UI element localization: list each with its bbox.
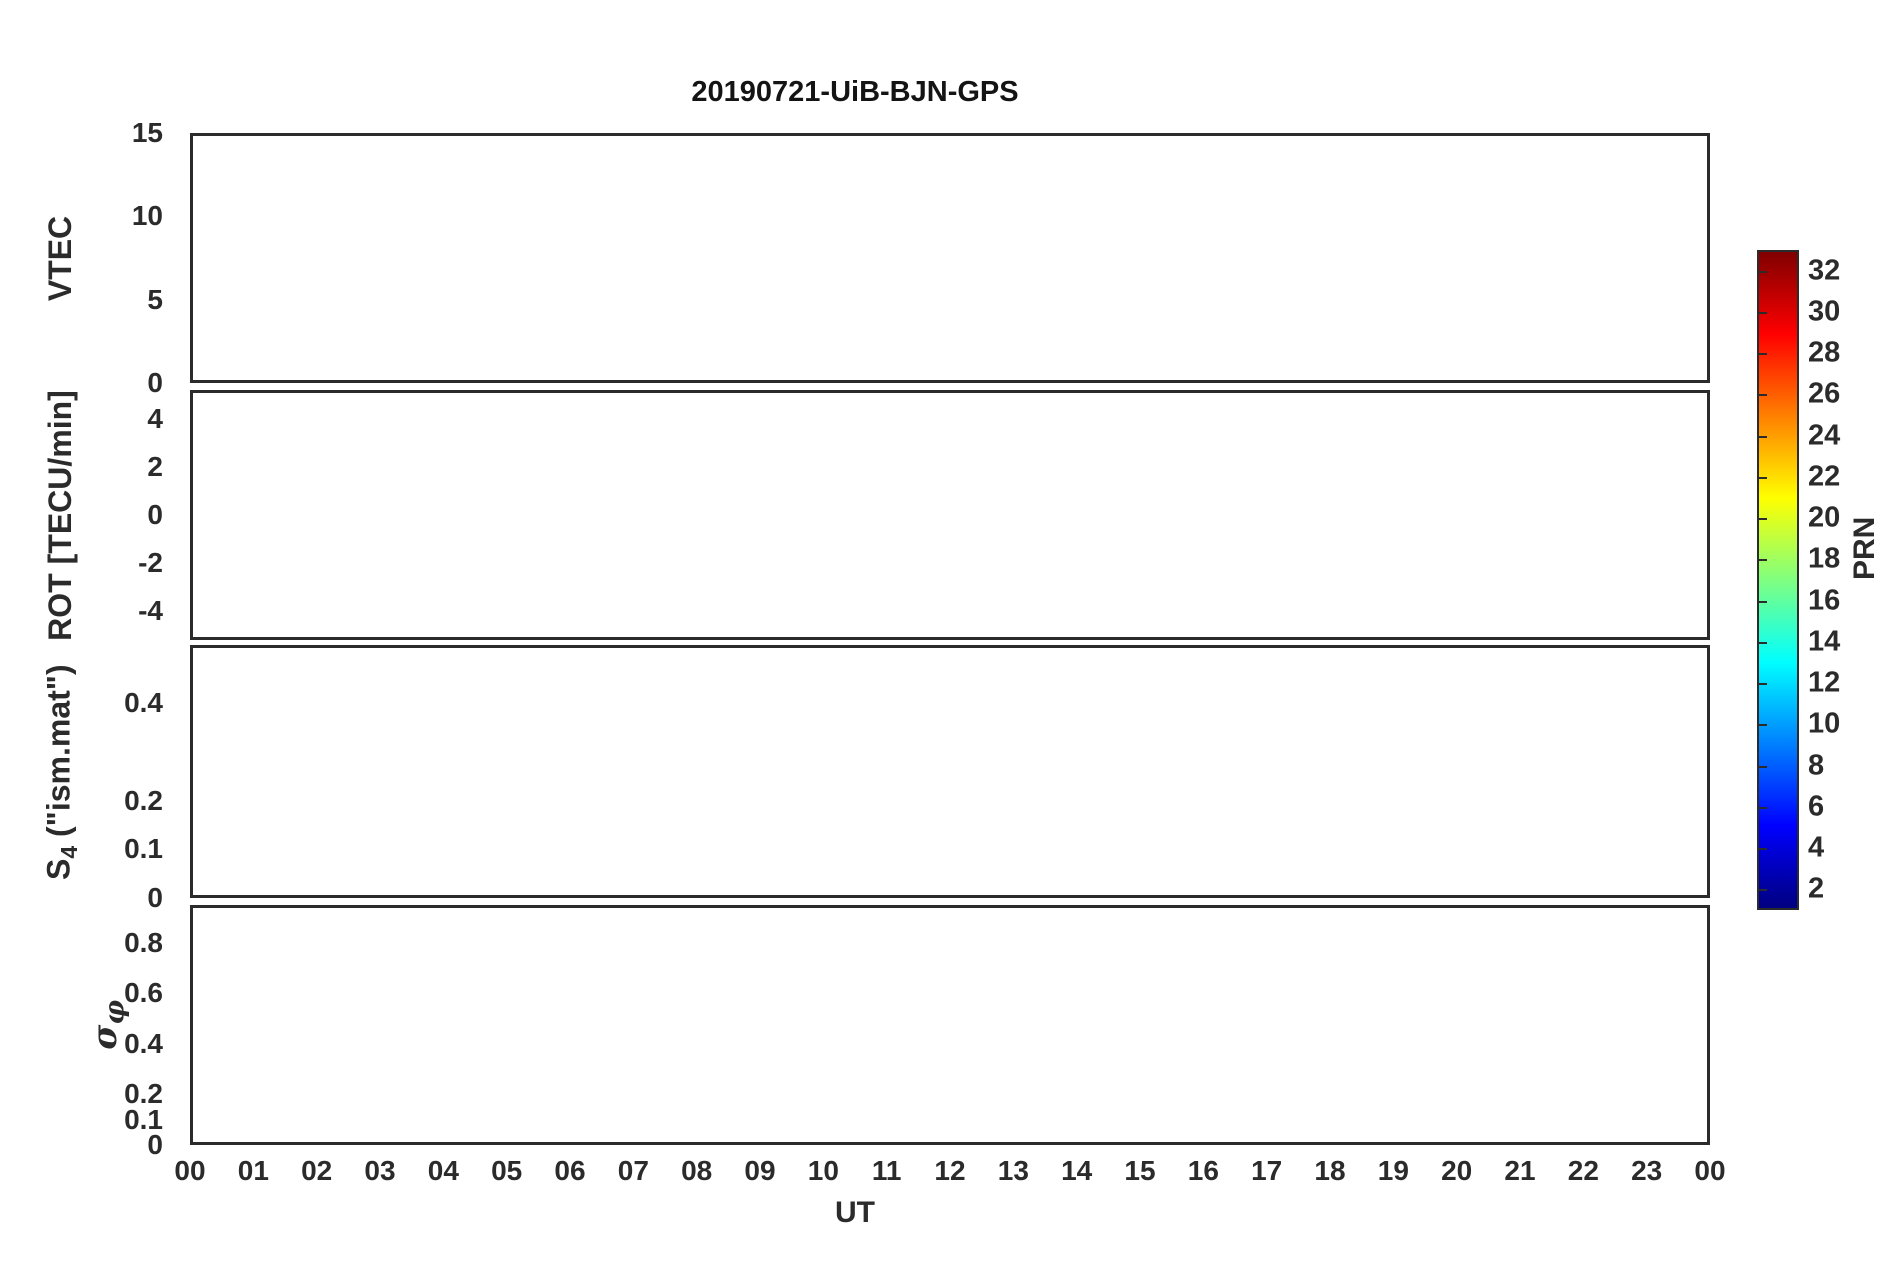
colorbar-tickmark — [1757, 641, 1767, 644]
y-tick-label: 0 — [147, 1129, 163, 1160]
colorbar-tick-label: 2 — [1808, 872, 1825, 905]
x-tick-label: 07 — [617, 1155, 649, 1186]
y-tick-label: 0 — [147, 882, 163, 913]
x-tick-label: 12 — [934, 1155, 966, 1186]
colorbar-tickmark — [1757, 600, 1767, 603]
colorbar-tick-label: 18 — [1808, 542, 1841, 575]
colorbar-tickmark — [1757, 311, 1767, 314]
y-tick-label: 2 — [147, 450, 163, 482]
page-title: 20190721-UiB-BJN-GPS — [691, 76, 1019, 108]
x-tick-label: 10 — [807, 1155, 839, 1186]
x-tick-label: 11 — [871, 1155, 902, 1186]
x-tick-label: 15 — [1124, 1155, 1156, 1186]
x-tick-label: 14 — [1061, 1155, 1093, 1186]
colorbar-tickmark — [1757, 518, 1767, 521]
colorbar-tick-label: 16 — [1808, 584, 1841, 617]
x-tick-label: 17 — [1251, 1155, 1283, 1186]
x-tick-label: 09 — [744, 1155, 776, 1186]
colorbar-tick-label: 26 — [1808, 377, 1841, 410]
y-tick-label: 0 — [147, 367, 163, 398]
x-tick-label: 02 — [301, 1155, 333, 1186]
colorbar-tickmark — [1757, 724, 1767, 727]
y-tick-label: 0.6 — [124, 977, 163, 1009]
colorbar-tick-label: 12 — [1808, 666, 1841, 699]
x-tick-label: 04 — [427, 1155, 459, 1186]
x-tick-label: 00 — [1694, 1155, 1726, 1186]
x-tick-label: 03 — [364, 1155, 396, 1186]
panel-sigma_phi — [190, 905, 1710, 1145]
y-tick-label: 0.8 — [124, 926, 163, 958]
colorbar-tickmark — [1757, 765, 1767, 768]
panel-s4 — [190, 645, 1710, 898]
x-tick-label: 06 — [554, 1155, 586, 1186]
x-tick-label: 00 — [174, 1155, 206, 1186]
colorbar-tickmark — [1757, 435, 1767, 438]
x-tick-label: 18 — [1314, 1155, 1346, 1186]
y-tick-label: 0 — [147, 499, 163, 530]
colorbar-tick-label: 14 — [1808, 625, 1841, 658]
colorbar-tickmark — [1757, 889, 1767, 892]
colorbar-tickmark — [1757, 559, 1767, 562]
x-tick-label: 05 — [491, 1155, 523, 1186]
colorbar-tick-label: 6 — [1808, 790, 1825, 823]
panel-frame-vtec — [190, 133, 1710, 383]
colorbar-tick-label: 28 — [1808, 336, 1841, 369]
colorbar-tick-label: 32 — [1808, 254, 1841, 287]
colorbar-tickmark — [1757, 394, 1767, 397]
colorbar-tick-label: 30 — [1808, 295, 1841, 328]
colorbar-tick-label: 24 — [1808, 419, 1841, 452]
y-tick-label: -2 — [138, 547, 163, 579]
x-tick-label: 08 — [681, 1155, 713, 1186]
x-tick-label: 22 — [1567, 1155, 1599, 1186]
colorbar-tickmark — [1757, 848, 1767, 851]
colorbar-tickmark — [1757, 683, 1767, 686]
y-tick-label: 0.4 — [124, 687, 163, 719]
y-tick-label: 0.4 — [124, 1027, 163, 1059]
colorbar-tickmark — [1757, 353, 1767, 356]
x-tick-label: 01 — [237, 1155, 269, 1186]
colorbar-tick-label: 8 — [1808, 749, 1825, 782]
colorbar-tick-label: 22 — [1808, 460, 1841, 493]
x-tick-label: 20 — [1441, 1155, 1473, 1186]
colorbar-tick-label: 20 — [1808, 501, 1841, 534]
y-tick-label: 5 — [147, 283, 163, 315]
colorbar-tickmark — [1757, 270, 1767, 273]
y-tick-label: 15 — [131, 117, 163, 148]
colorbar-tick-label: 4 — [1808, 831, 1825, 864]
y-tick-label: 0.1 — [124, 833, 163, 865]
colorbar-tick-label: 10 — [1808, 707, 1841, 740]
panel-vtec — [190, 133, 1710, 383]
y-tick-label: 0.1 — [124, 1103, 163, 1135]
x-tick-label: 13 — [997, 1155, 1029, 1186]
colorbar-label: PRN — [1848, 516, 1881, 580]
panel-frame-s4 — [190, 645, 1710, 898]
colorbar-prn[interactable] — [1757, 250, 1799, 910]
y-tick-label: 0.2 — [124, 1078, 163, 1110]
x-tick-label: 23 — [1631, 1155, 1663, 1186]
y-tick-label: 10 — [131, 200, 163, 232]
y-tick-label: 0.2 — [124, 784, 163, 816]
panel-frame-rot — [190, 390, 1710, 640]
y-tick-label: 4 — [147, 402, 163, 434]
panel-rot — [190, 390, 1710, 640]
x-tick-label: 21 — [1504, 1155, 1536, 1186]
colorbar-tickmark — [1757, 806, 1767, 809]
x-tick-label: 19 — [1377, 1155, 1409, 1186]
panel-frame-sigma_phi — [190, 905, 1710, 1145]
colorbar-tickmark — [1757, 476, 1767, 479]
y-tick-label: -4 — [138, 595, 163, 627]
axis-label-ut: UT — [835, 1196, 875, 1229]
x-tick-label: 16 — [1187, 1155, 1219, 1186]
